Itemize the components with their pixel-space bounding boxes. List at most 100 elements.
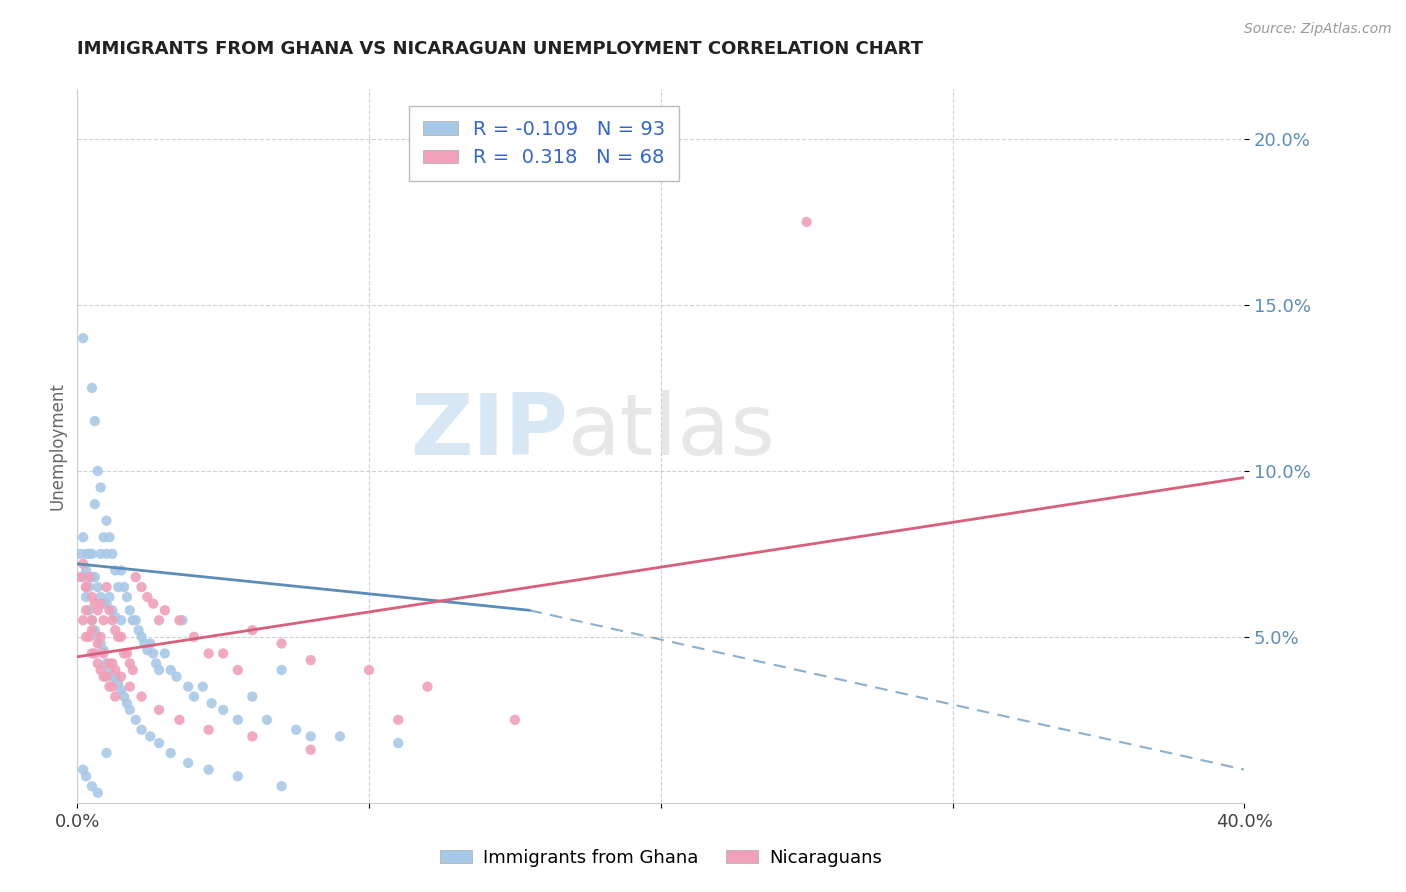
Point bbox=[87, 630, 110, 644]
Point bbox=[90, 636, 112, 650]
Point bbox=[121, 613, 143, 627]
Point bbox=[124, 613, 148, 627]
Point bbox=[131, 690, 153, 704]
Point bbox=[226, 769, 249, 783]
Point bbox=[83, 414, 105, 428]
Point bbox=[159, 663, 181, 677]
Text: ZIP: ZIP bbox=[409, 390, 568, 474]
Point bbox=[136, 643, 159, 657]
Point bbox=[131, 723, 153, 737]
Point bbox=[96, 746, 118, 760]
Point bbox=[72, 613, 94, 627]
Point bbox=[87, 603, 110, 617]
Point bbox=[110, 670, 132, 684]
Point bbox=[226, 713, 249, 727]
Point bbox=[148, 663, 170, 677]
Point bbox=[357, 663, 380, 677]
Point bbox=[83, 597, 105, 611]
Point bbox=[72, 557, 94, 571]
Point bbox=[387, 736, 409, 750]
Point bbox=[145, 657, 167, 671]
Point bbox=[240, 730, 263, 744]
Point bbox=[240, 624, 263, 638]
Point bbox=[148, 703, 170, 717]
Point bbox=[104, 690, 127, 704]
Point bbox=[87, 657, 110, 671]
Point bbox=[98, 603, 121, 617]
Point bbox=[112, 580, 135, 594]
Point bbox=[226, 663, 249, 677]
Point bbox=[77, 580, 100, 594]
Point bbox=[104, 670, 127, 684]
Text: IMMIGRANTS FROM GHANA VS NICARAGUAN UNEMPLOYMENT CORRELATION CHART: IMMIGRANTS FROM GHANA VS NICARAGUAN UNEM… bbox=[77, 40, 924, 58]
Point bbox=[118, 703, 141, 717]
Point bbox=[96, 657, 118, 671]
Point bbox=[75, 630, 97, 644]
Point bbox=[93, 597, 115, 611]
Text: Source: ZipAtlas.com: Source: ZipAtlas.com bbox=[1244, 22, 1392, 37]
Point bbox=[98, 663, 121, 677]
Point bbox=[93, 613, 115, 627]
Point bbox=[77, 547, 100, 561]
Point bbox=[197, 647, 219, 661]
Point bbox=[69, 547, 91, 561]
Point bbox=[503, 713, 526, 727]
Point bbox=[134, 636, 156, 650]
Point bbox=[83, 624, 105, 638]
Point bbox=[159, 746, 181, 760]
Point bbox=[80, 590, 103, 604]
Point bbox=[112, 647, 135, 661]
Point bbox=[93, 647, 115, 661]
Point bbox=[139, 730, 162, 744]
Point bbox=[172, 613, 194, 627]
Point bbox=[796, 215, 818, 229]
Y-axis label: Unemployment: Unemployment bbox=[48, 382, 66, 510]
Point bbox=[80, 613, 103, 627]
Point bbox=[142, 597, 165, 611]
Point bbox=[90, 590, 112, 604]
Point bbox=[191, 680, 214, 694]
Point bbox=[197, 763, 219, 777]
Point bbox=[96, 580, 118, 594]
Point bbox=[169, 613, 191, 627]
Point bbox=[329, 730, 352, 744]
Point bbox=[177, 680, 200, 694]
Point bbox=[96, 597, 118, 611]
Point bbox=[83, 570, 105, 584]
Point bbox=[200, 696, 222, 710]
Point bbox=[104, 624, 127, 638]
Point bbox=[90, 481, 112, 495]
Point bbox=[96, 514, 118, 528]
Point bbox=[75, 603, 97, 617]
Point bbox=[169, 713, 191, 727]
Point bbox=[72, 331, 94, 345]
Point bbox=[110, 613, 132, 627]
Point bbox=[90, 547, 112, 561]
Point bbox=[240, 690, 263, 704]
Point bbox=[104, 663, 127, 677]
Point bbox=[131, 580, 153, 594]
Point bbox=[77, 630, 100, 644]
Point bbox=[121, 663, 143, 677]
Point bbox=[183, 630, 205, 644]
Point bbox=[72, 530, 94, 544]
Point bbox=[124, 713, 148, 727]
Point bbox=[96, 547, 118, 561]
Point bbox=[112, 690, 135, 704]
Point bbox=[256, 713, 278, 727]
Point bbox=[270, 636, 292, 650]
Point bbox=[83, 497, 105, 511]
Point bbox=[212, 647, 235, 661]
Point bbox=[93, 670, 115, 684]
Point bbox=[87, 580, 110, 594]
Point bbox=[77, 603, 100, 617]
Point bbox=[131, 630, 153, 644]
Point bbox=[107, 580, 129, 594]
Point bbox=[93, 643, 115, 657]
Point bbox=[72, 763, 94, 777]
Point bbox=[87, 786, 110, 800]
Point bbox=[115, 647, 138, 661]
Point bbox=[80, 570, 103, 584]
Point bbox=[270, 779, 292, 793]
Point bbox=[101, 613, 124, 627]
